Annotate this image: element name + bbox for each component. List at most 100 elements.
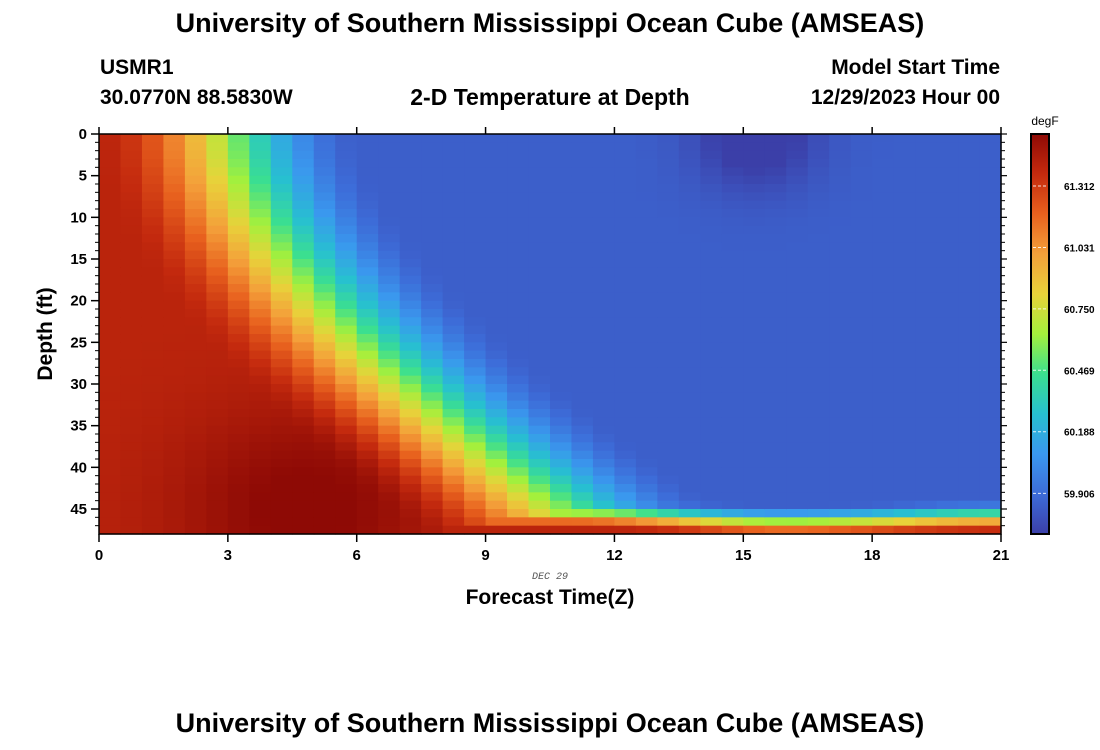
heatmap-cell [678, 384, 701, 393]
heatmap-cell [163, 525, 186, 535]
heatmap-cell [721, 509, 744, 518]
heatmap-cell [786, 317, 809, 327]
heatmap-cell [958, 159, 981, 168]
heatmap-cell [249, 434, 272, 443]
heatmap-cell [550, 242, 573, 252]
heatmap-cell [571, 484, 594, 493]
heatmap-cell [635, 350, 658, 360]
heatmap-cell [958, 342, 981, 352]
heatmap-cell [249, 467, 272, 477]
heatmap-cell [958, 417, 981, 427]
heatmap-cell [141, 450, 165, 460]
heatmap-cell [184, 192, 207, 202]
heatmap-cell [850, 334, 873, 343]
heatmap-cell [335, 417, 358, 427]
heatmap-cell [743, 284, 766, 293]
heatmap-cell [356, 225, 379, 235]
heatmap-cell [184, 342, 207, 352]
heatmap-cell [163, 334, 186, 343]
heatmap-cell [786, 342, 809, 352]
heatmap-cell [614, 267, 637, 277]
heatmap-cell [356, 275, 379, 285]
heatmap-cell [442, 209, 465, 218]
heatmap-cell [571, 234, 594, 243]
heatmap-cell [399, 267, 422, 277]
heatmap-cell [99, 234, 122, 243]
heatmap-cell [764, 375, 787, 385]
heatmap-cell [120, 159, 143, 168]
heatmap-cell [936, 375, 959, 385]
heatmap-cell [700, 325, 723, 335]
heatmap-cell [99, 192, 122, 202]
heatmap-cell [786, 509, 809, 518]
heatmap-cell [141, 325, 165, 335]
heatmap-cell [958, 142, 981, 152]
heatmap-cell [743, 300, 766, 310]
heatmap-cell [829, 284, 852, 293]
heatmap-cell [764, 150, 787, 160]
heatmap-cell [872, 484, 895, 493]
heatmap-cell [335, 509, 358, 518]
heatmap-cell [807, 300, 830, 310]
heatmap-cell [270, 134, 293, 143]
heatmap-cell [313, 384, 336, 393]
heatmap-cell [743, 309, 766, 318]
heatmap-cell [872, 450, 895, 460]
heatmap-cell [893, 342, 916, 352]
heatmap-cell [635, 500, 658, 510]
colorbar-tick-label: 59.906 [1064, 489, 1095, 500]
heatmap-cell [936, 284, 959, 293]
heatmap-cell [786, 375, 809, 385]
heatmap-cell [893, 392, 916, 402]
heatmap-cell [657, 492, 680, 502]
heatmap-cell [227, 325, 250, 335]
heatmap-cell [227, 492, 250, 502]
heatmap-cell [592, 467, 616, 477]
heatmap-cell [614, 484, 637, 493]
heatmap-cell [936, 350, 959, 360]
heatmap-cell [872, 425, 895, 435]
heatmap-cell [592, 492, 616, 502]
heatmap-cell [399, 517, 422, 527]
heatmap-cell [678, 234, 701, 243]
heatmap-cell [378, 400, 401, 410]
heatmap-cell [571, 250, 594, 260]
heatmap-cell [485, 342, 508, 352]
heatmap-cell [99, 450, 122, 460]
heatmap-cell [528, 134, 551, 143]
heatmap-cell [678, 442, 701, 452]
heatmap-cell [915, 175, 938, 185]
heatmap-cell [292, 184, 315, 193]
heatmap-cell [464, 242, 487, 252]
heatmap-cell [764, 309, 787, 318]
heatmap-cell [915, 300, 938, 310]
heatmap-cell [464, 442, 487, 452]
heatmap-cell [614, 409, 637, 418]
heatmap-cell [442, 292, 465, 302]
heatmap-cell [571, 367, 594, 377]
heatmap-cell [550, 167, 573, 177]
heatmap-cell [206, 350, 229, 360]
heatmap-cell [507, 200, 530, 210]
heatmap-cell [184, 417, 207, 427]
heatmap-cell [249, 184, 272, 193]
y-tick-label: 30 [70, 376, 87, 393]
heatmap-cell [764, 292, 787, 302]
heatmap-cell [678, 192, 701, 202]
heatmap-cell [206, 309, 229, 318]
heatmap-cell [270, 242, 293, 252]
heatmap-cell [292, 217, 315, 227]
heatmap-cell [270, 350, 293, 360]
heatmap-cell [335, 425, 358, 435]
heatmap-cell [571, 142, 594, 152]
heatmap-cell [786, 300, 809, 310]
heatmap-cell [528, 184, 551, 193]
heatmap-cell [829, 300, 852, 310]
heatmap-cell [507, 134, 530, 143]
heatmap-cell [592, 475, 616, 485]
heatmap-cell [141, 292, 165, 302]
heatmap-cell [721, 409, 744, 418]
heatmap-cell [786, 259, 809, 268]
heatmap-cell [958, 275, 981, 285]
heatmap-cell [807, 142, 830, 152]
